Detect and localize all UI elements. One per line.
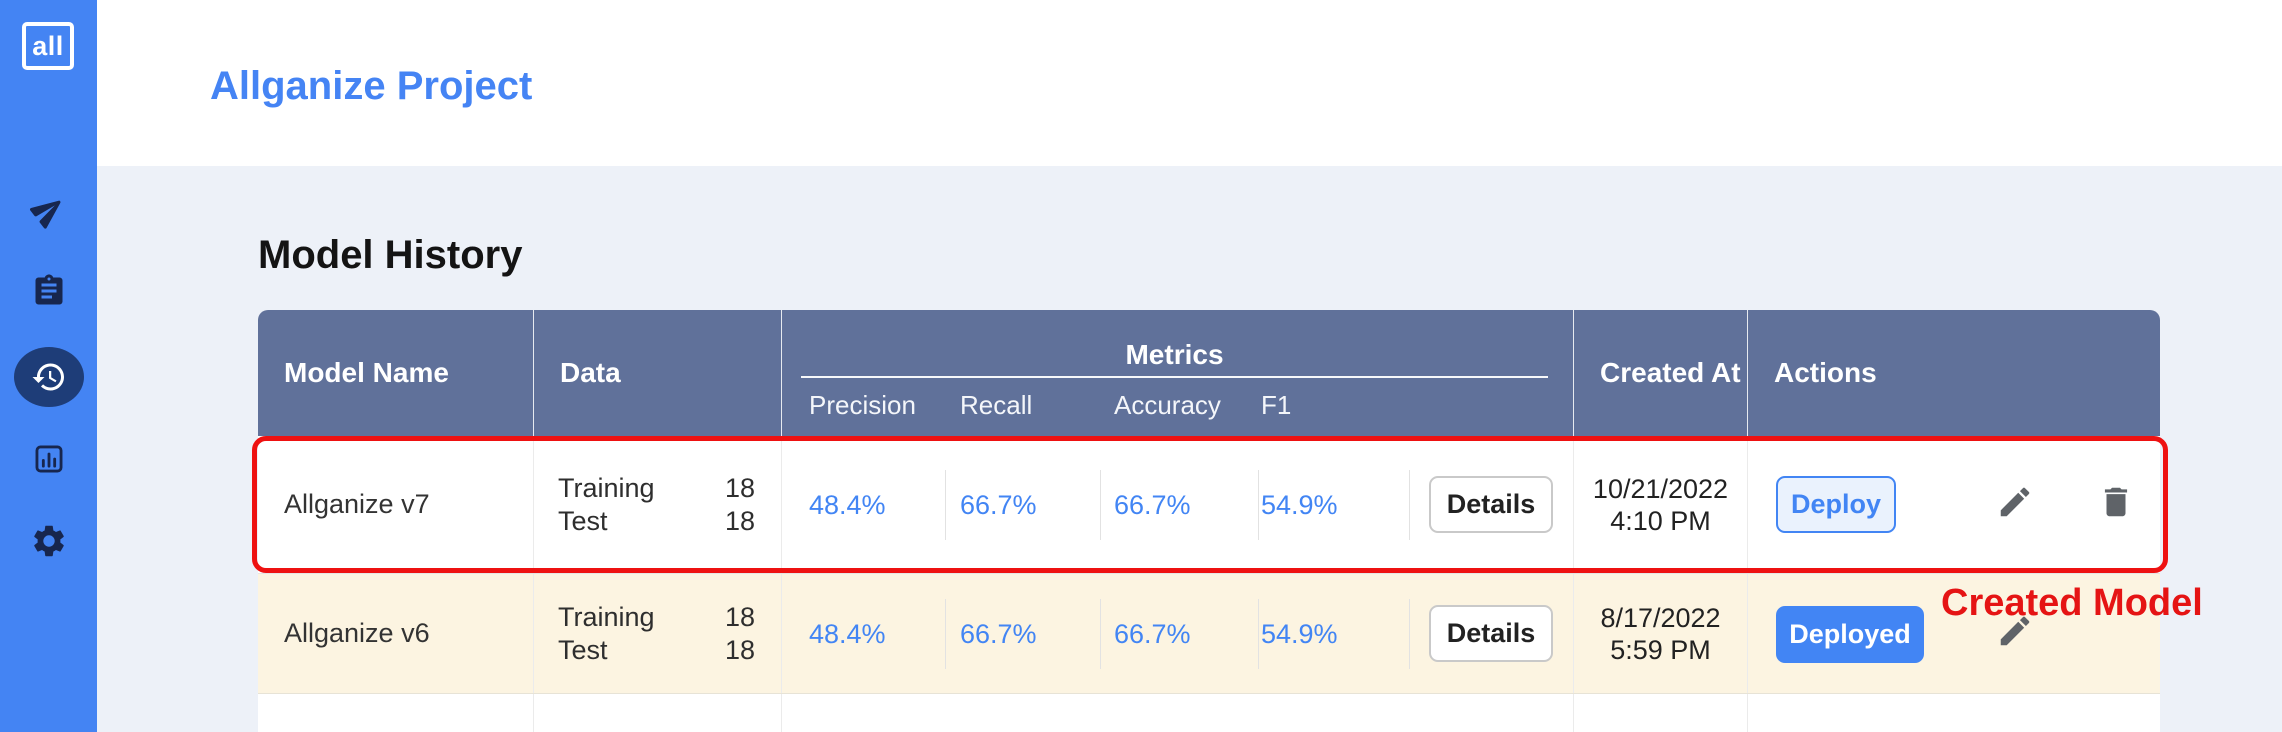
details-button[interactable]: Details: [1429, 476, 1553, 533]
created-at-cell: 8/17/2022 5:59 PM: [1573, 574, 1747, 693]
data-cell: Training 18 Test 18: [533, 436, 781, 573]
history-icon: [31, 359, 67, 395]
deploy-button[interactable]: Deploy: [1776, 476, 1896, 533]
data-value: 18: [724, 634, 755, 665]
metrics-cell: 48.4% 66.7% 66.7% 54.9% Details: [781, 436, 1573, 573]
accuracy-value: 66.7%: [1114, 619, 1191, 649]
section-title: Model History: [258, 233, 523, 277]
gear-icon: [30, 522, 68, 560]
model-name-cell: Allganize v6: [284, 618, 430, 648]
metric-separator: [1258, 599, 1259, 669]
metric-separator: [1409, 599, 1410, 669]
bar-chart-icon: [32, 442, 66, 476]
active-item-highlight: [13, 347, 84, 407]
metric-separator: [945, 470, 946, 540]
precision-value: 48.4%: [809, 490, 886, 520]
created-time: 4:10 PM: [1610, 505, 1711, 536]
data-label: Test: [558, 634, 608, 665]
created-time: 5:59 PM: [1610, 634, 1711, 665]
metric-separator: [945, 599, 946, 669]
deployed-button[interactable]: Deployed: [1776, 606, 1924, 663]
column-header-actions: Actions: [1747, 310, 2160, 436]
precision-value: 48.4%: [809, 619, 886, 649]
metric-separator: [1409, 470, 1410, 540]
sidebar-item-settings[interactable]: [0, 519, 97, 563]
created-date: 8/17/2022: [1600, 602, 1721, 633]
data-value: 18: [724, 601, 755, 632]
model-history-table: Model Name Data Metrics Precision Recall…: [258, 310, 2160, 732]
sidebar-item-tasks[interactable]: [0, 269, 97, 313]
trash-icon: [2097, 483, 2135, 528]
metrics-cell: 48.4% 66.7% 66.7% 54.9% Details: [781, 574, 1573, 693]
data-label: Training: [558, 472, 655, 503]
page-title: Allganize Project: [210, 64, 533, 108]
metric-separator: [1100, 599, 1101, 669]
recall-value: 66.7%: [960, 490, 1037, 520]
subcolumn-precision: Precision: [809, 390, 916, 420]
f1-value: 54.9%: [1261, 619, 1338, 649]
data-value: 18: [724, 505, 755, 536]
subcolumn-recall: Recall: [960, 390, 1033, 420]
app-logo[interactable]: all: [22, 22, 74, 70]
sidebar-item-model-history[interactable]: [0, 347, 97, 407]
edit-button[interactable]: [1994, 484, 2036, 526]
sidebar-item-send[interactable]: [0, 188, 97, 232]
annotation-label: Created Model: [1941, 582, 2203, 624]
actions-cell: Deploy: [1747, 436, 2160, 573]
data-value: 18: [724, 472, 755, 503]
clipboard-icon: [31, 273, 67, 309]
topbar: Allganize Project: [97, 0, 2282, 166]
f1-value: 54.9%: [1261, 490, 1338, 520]
data-cell: Training 18 Test 18: [533, 574, 781, 693]
pencil-icon: [1996, 612, 2034, 657]
sidebar-item-analytics[interactable]: [0, 437, 97, 481]
created-date: 10/21/2022: [1592, 473, 1729, 504]
actions-cell: Deployed: [1747, 574, 2160, 693]
column-header-metrics-group: Metrics Precision Recall Accuracy F1: [781, 310, 1573, 436]
delete-button[interactable]: [2095, 484, 2137, 526]
send-icon: [29, 192, 67, 229]
edit-button[interactable]: [1994, 613, 2036, 655]
data-label: Test: [558, 505, 608, 536]
table-row-partial: [258, 694, 2160, 732]
subcolumn-f1: F1: [1261, 390, 1292, 420]
created-at-cell: 10/21/2022 4:10 PM: [1573, 436, 1747, 573]
model-name-cell: Allganize v7: [284, 489, 430, 519]
table-header: Model Name Data Metrics Precision Recall…: [258, 310, 2160, 436]
column-header-model-name: Model Name: [284, 357, 449, 388]
metric-separator: [1258, 470, 1259, 540]
logo-text: all: [32, 30, 64, 61]
metric-separator: [1100, 470, 1101, 540]
column-header-created-at: Created At: [1573, 310, 1747, 436]
accuracy-value: 66.7%: [1114, 490, 1191, 520]
data-label: Training: [558, 601, 655, 632]
pencil-icon: [1996, 483, 2034, 528]
metrics-underline: [801, 376, 1548, 378]
subcolumn-accuracy: Accuracy: [1114, 390, 1221, 420]
sidebar: all: [0, 0, 97, 732]
column-header-data: Data: [533, 310, 781, 436]
recall-value: 66.7%: [960, 619, 1037, 649]
table-row-allganize-v7: Allganize v7 Training 18 Test 18 48.4% 6…: [258, 436, 2160, 574]
details-button[interactable]: Details: [1429, 605, 1553, 662]
column-header-metrics: Metrics: [1125, 339, 1224, 370]
table-row-allganize-v6: Allganize v6 Training 18 Test 18 48.4% 6…: [258, 574, 2160, 694]
